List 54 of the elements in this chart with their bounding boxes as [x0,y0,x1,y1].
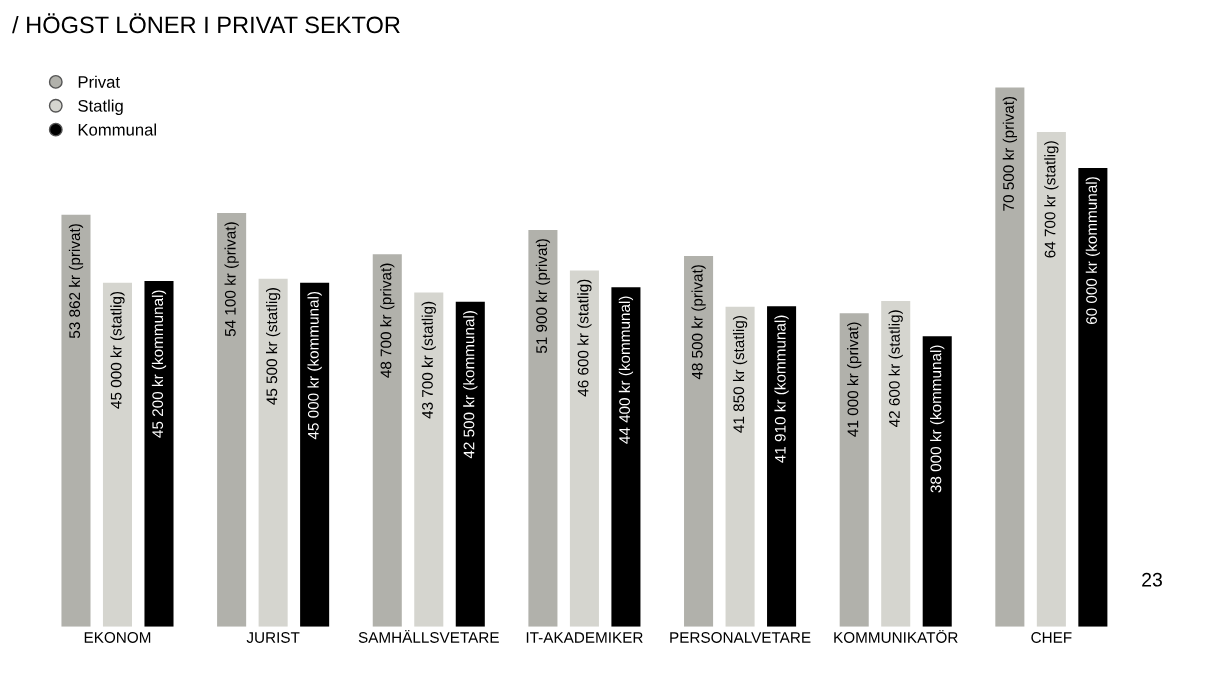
data-label: 48 700 kr (privat) [380,263,395,378]
x-tick-label: IT-AKADEMIKER [526,632,643,643]
bar [725,306,755,627]
bar [881,301,911,627]
legend-label: Kommunal [78,123,156,136]
data-label: 48 500 kr (privat) [691,265,706,380]
data-label: 43 700 kr (statlig) [421,301,436,419]
bar [684,255,714,627]
legend-label: Privat [78,75,120,88]
bar [217,213,247,627]
data-label: 41 910 kr (kommunal) [774,315,789,463]
data-label: 42 500 kr (kommunal) [463,311,478,459]
bar [414,292,444,627]
data-label: 41 000 kr (privat) [847,322,862,437]
bar [1036,131,1066,627]
bar [922,336,952,627]
x-tick-label: EKONOM [84,632,151,643]
data-label: 51 900 kr (privat) [535,239,551,354]
bar [258,278,288,627]
data-label: 64 700 kr (statlig) [1044,141,1059,258]
data-label: 41 850 kr (statlig) [732,316,748,433]
bar [102,282,133,627]
bar [455,301,485,627]
bar [144,281,174,627]
data-label: 60 000 kr (kommunal) [1085,177,1100,325]
x-tick-label: PERSONALVETARE [670,632,811,643]
data-label: 45 000 kr (statlig) [110,291,125,409]
x-tick-label: CHEF [1031,632,1072,643]
bar [839,313,869,627]
data-label: 70 500 kr (privat) [1002,96,1017,211]
legend-label: Statlig [78,99,123,116]
bar [528,229,558,627]
text: 23 [1142,572,1162,587]
bar [767,306,797,627]
data-label: 44 400 kr (kommunal) [618,296,634,444]
bar [569,270,599,627]
bar [372,254,402,627]
data-label: 54 100 kr (privat) [224,222,239,337]
bar [995,87,1025,627]
data-label: 38 000 kr (kommunal) [930,345,945,493]
bar [61,214,91,627]
data-label: 45 500 kr (statlig) [266,288,281,405]
data-label: 45 200 kr (kommunal) [151,290,167,438]
bar [1078,167,1108,627]
data-label: 42 600 kr (statlig) [888,310,903,428]
data-label: 46 600 kr (statlig) [577,279,592,397]
x-tick-label: KOMMUNIKATÖR [834,629,958,643]
x-tick-label: SAMHÄLLSVETARE [358,629,499,643]
data-label: 53 862 kr (privat) [68,224,84,339]
data-label: 45 000 kr (kommunal) [307,291,322,440]
chart-title: / HÖGST LÖNER I PRIVAT SEKTOR [12,13,400,34]
bar [611,287,641,627]
bar [300,282,330,627]
x-tick-label: JURIST [246,632,300,643]
